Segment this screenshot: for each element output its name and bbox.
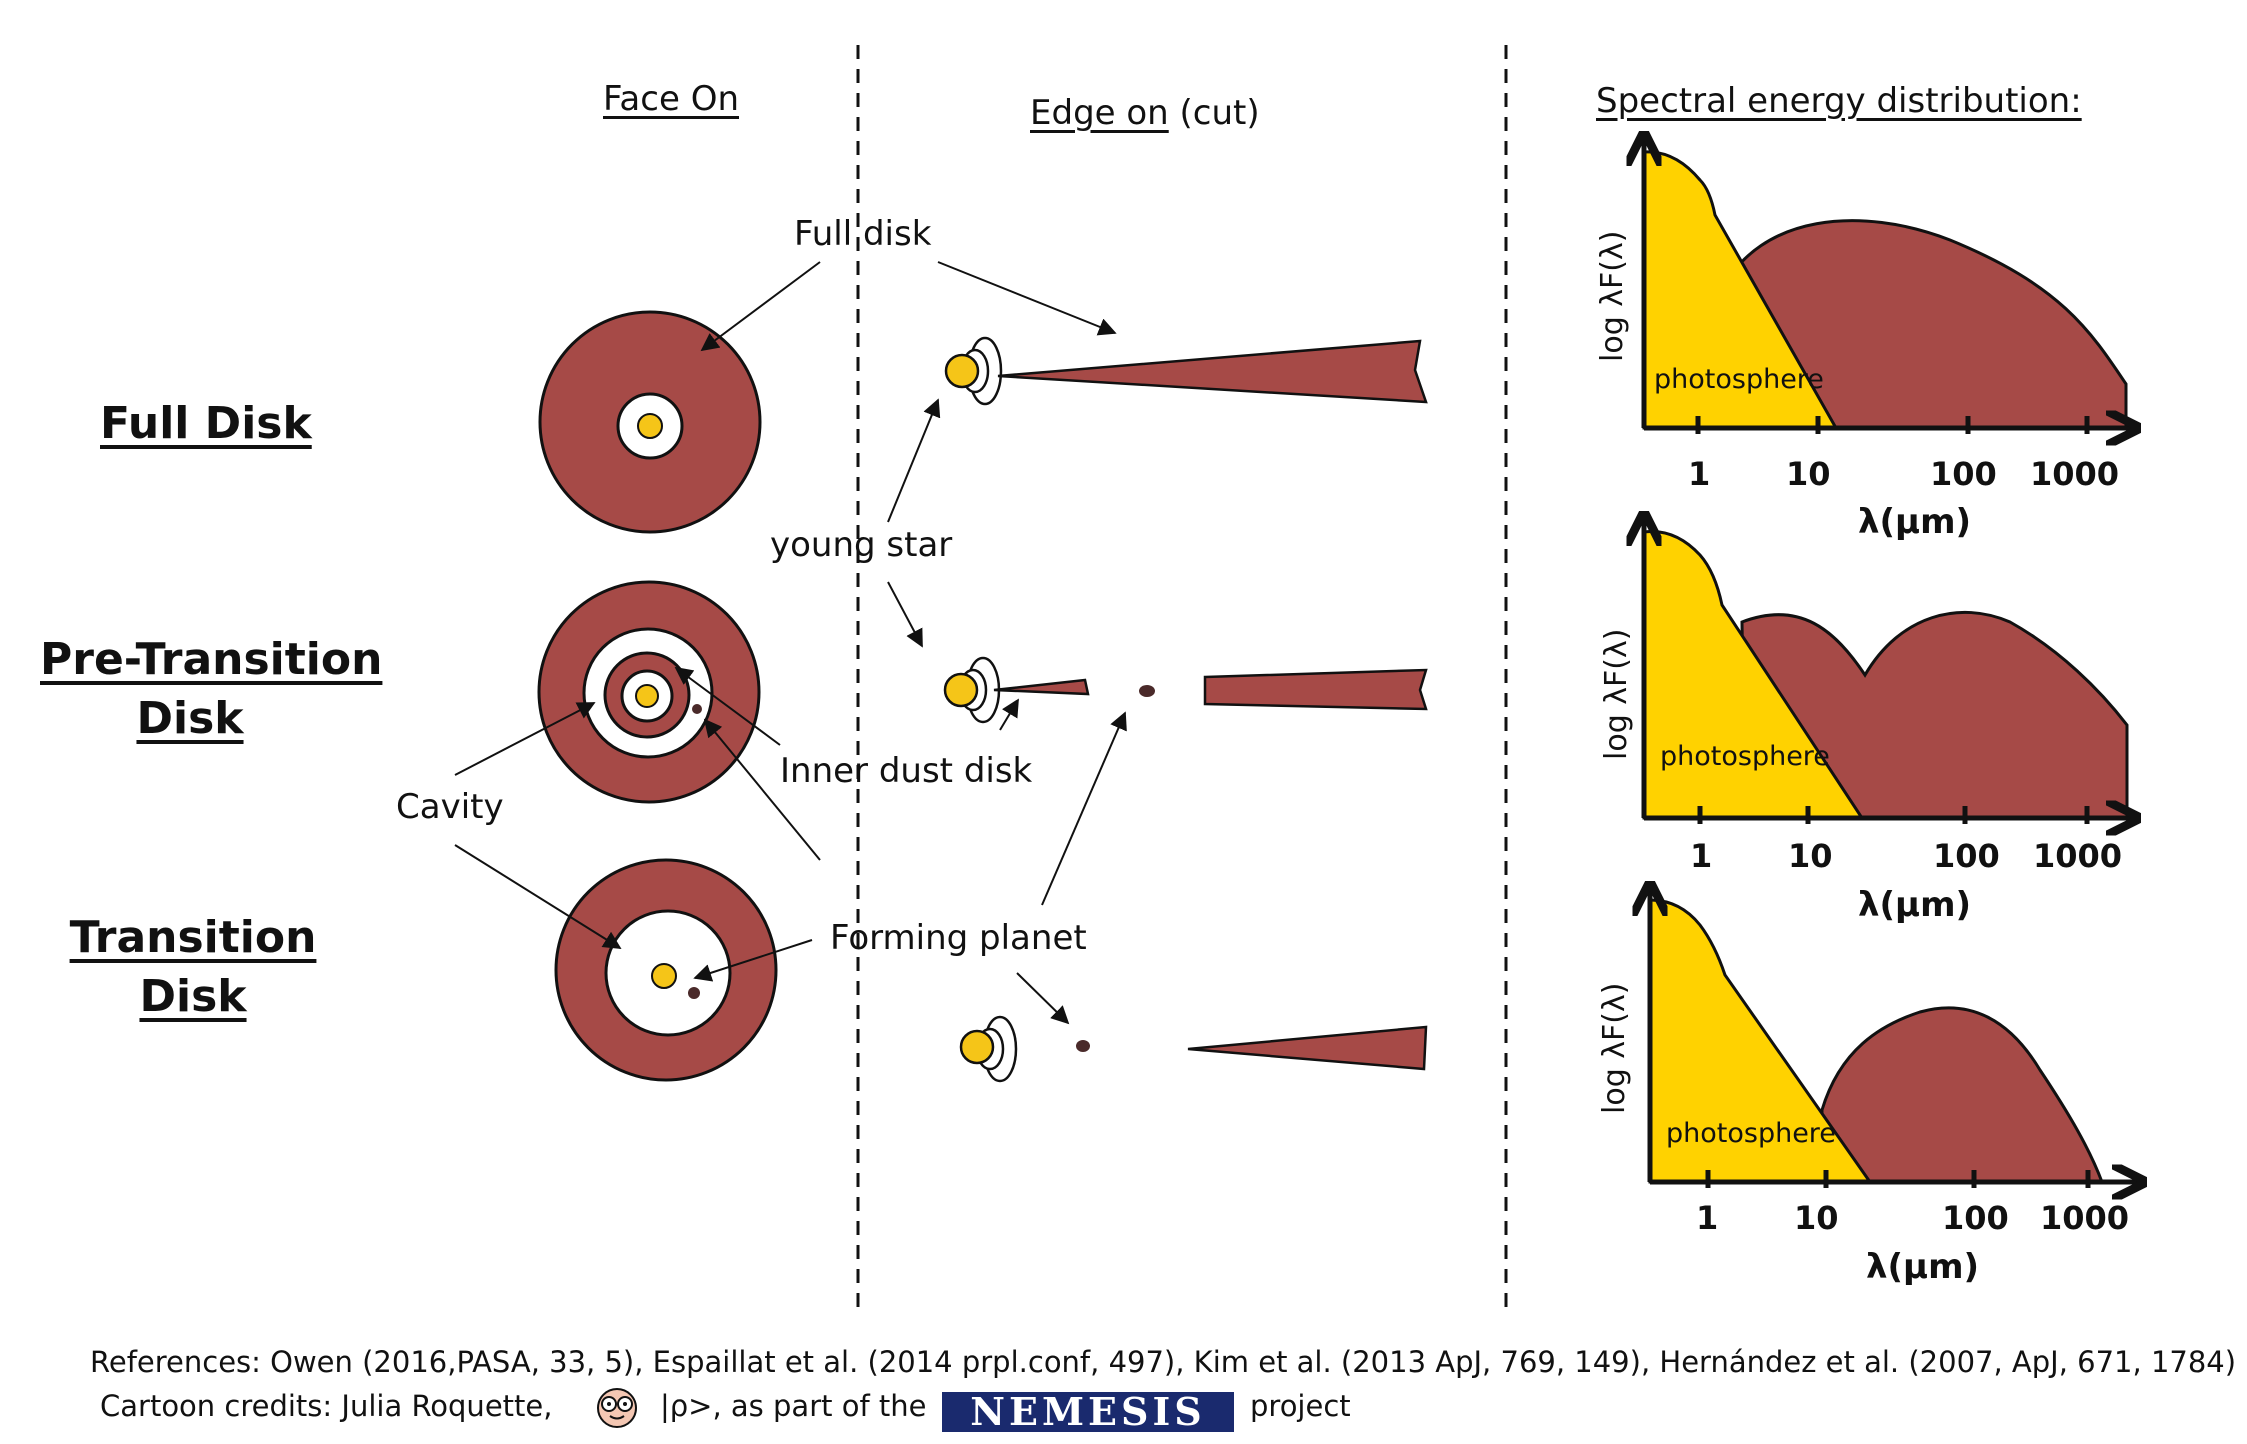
cartoon-face-icon [597,1388,637,1428]
row-header-transition-line2: Disk [139,971,247,1023]
face-on-pre-transition-disk [537,580,761,804]
sed2-y-axis-label: log λF(λ) [1599,628,1634,760]
sed2-tick-10: 10 [1788,837,1833,875]
sed2-photosphere-label: photosphere [1660,741,1830,772]
sed3-tick-100: 100 [1942,1199,2009,1237]
callout-cavity: Cavity [396,787,504,827]
sed1-photosphere-label: photosphere [1654,364,1824,395]
row-header-pre-transition-line1: Pre-Transition [40,634,383,685]
edge-on-full-disk [944,336,1428,406]
sed1-tick-10: 10 [1786,455,1831,493]
callout-forming-planet: Forming planet [830,918,1087,958]
row-header-pre-transition: Pre-Transition Disk [40,630,383,749]
edge-on-pre-transition-disk [943,656,1428,724]
row-header-pre-transition-line2: Disk [136,693,244,745]
sed3-tick-1: 1 [1696,1199,1719,1237]
row-header-full-disk: Full Disk [100,398,312,449]
face-on-transition-disk [554,858,778,1082]
sed1-tick-1000: 1000 [2030,455,2120,493]
callout-inner-dust-disk: Inner dust disk [780,751,1033,791]
sed2-tick-1: 1 [1690,837,1713,875]
references-text: References: Owen (2016,PASA, 33, 5), Esp… [90,1345,2237,1379]
sed1-x-axis-label: λ(μm) [1858,502,1972,542]
sed3-tick-10: 10 [1794,1199,1839,1237]
column-header-edge-on-label: Edge on [1030,93,1169,133]
edge-on-transition-disk [959,1015,1428,1083]
sed3-tick-1000: 1000 [2040,1199,2130,1237]
column-header-edge-on-suffix: (cut) [1179,93,1260,133]
row-header-transition: Transition Disk [43,908,343,1027]
sed-transition [1650,888,2140,1188]
credits-suffix: project [1250,1389,1351,1423]
sed-pre-transition [1644,518,2134,824]
sed3-x-axis-label: λ(μm) [1866,1247,1980,1287]
credits-mid: |ρ>, as part of the [660,1389,927,1423]
sed2-tick-1000: 1000 [2033,837,2123,875]
nemesis-logo: NEMESIS [942,1392,1234,1432]
column-header-sed: Spectral energy distribution: [1596,81,2082,121]
sed1-tick-1: 1 [1688,455,1711,493]
face-on-full-disk [538,310,762,534]
sed1-tick-100: 100 [1930,455,1997,493]
row-header-transition-line1: Transition [69,912,317,963]
sed2-tick-100: 100 [1933,837,2000,875]
sed3-photosphere-label: photosphere [1666,1118,1836,1149]
column-header-face-on: Face On [603,79,739,119]
sed-full-disk [1644,138,2134,434]
callout-arrows [454,261,1127,1025]
callout-young-star: young star [770,525,953,565]
callout-full-disk: Full disk [794,214,932,254]
sed1-y-axis-label: log λF(λ) [1595,230,1630,362]
sed2-x-axis-label: λ(μm) [1858,885,1972,925]
sed3-y-axis-label: log λF(λ) [1597,982,1632,1114]
column-header-edge-on: Edge on (cut) [1030,96,1260,130]
credits-prefix: Cartoon credits: Julia Roquette, [100,1389,553,1423]
